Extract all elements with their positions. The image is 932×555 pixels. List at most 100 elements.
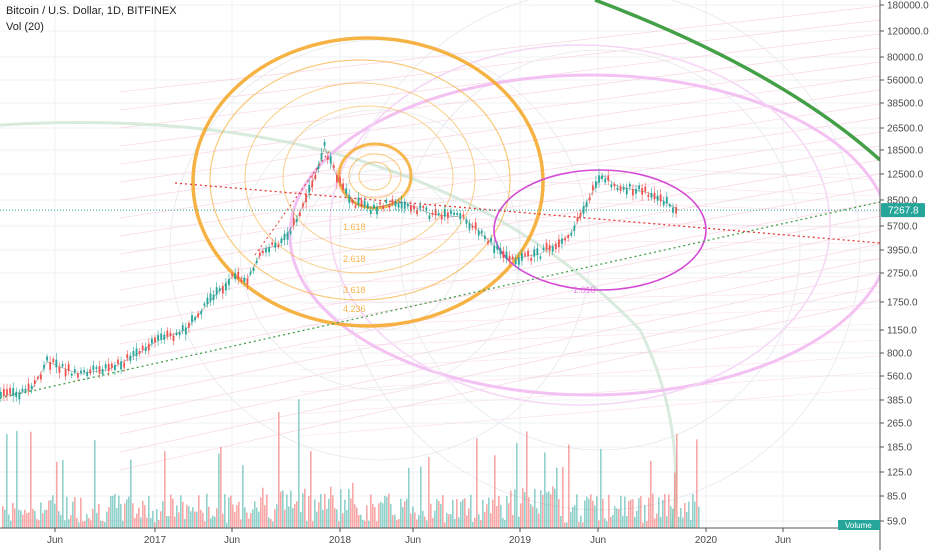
volume-bar xyxy=(72,501,74,528)
volume-bar xyxy=(150,518,152,528)
candle xyxy=(339,176,341,183)
candle xyxy=(308,185,311,193)
volume-bar xyxy=(392,515,394,528)
candle xyxy=(314,175,317,179)
candle xyxy=(252,267,255,271)
candle xyxy=(33,380,36,384)
volume-bar xyxy=(610,516,612,528)
price-tick-label: 185.0 xyxy=(887,443,912,454)
volume-bar xyxy=(660,516,662,528)
volume-bar xyxy=(600,448,602,528)
fan-line xyxy=(119,19,881,111)
volume-bar xyxy=(640,496,642,528)
candle xyxy=(598,175,600,183)
volume-bar xyxy=(662,500,664,528)
volume-bar xyxy=(308,495,310,528)
candle xyxy=(369,210,372,214)
volume-bar xyxy=(176,505,178,528)
candle xyxy=(172,335,175,341)
candle xyxy=(52,358,55,363)
volume-bar xyxy=(396,520,398,528)
candle xyxy=(595,181,597,188)
volume-bar xyxy=(298,399,300,528)
candle xyxy=(67,364,70,371)
volume-bar xyxy=(642,522,644,528)
volume-bar xyxy=(488,497,490,528)
volume-bar xyxy=(668,494,670,528)
volume-bar xyxy=(416,519,418,528)
volume-bar xyxy=(50,500,52,528)
faint-arc xyxy=(299,169,461,331)
candle xyxy=(101,369,104,375)
volume-bar xyxy=(560,515,562,528)
candle xyxy=(607,175,610,181)
current-price-tag xyxy=(881,203,925,218)
candle xyxy=(548,245,551,251)
volume-bar xyxy=(354,504,356,528)
volume-bar xyxy=(122,520,124,528)
price-tick-label: 5700.0 xyxy=(887,222,918,233)
volume-bar xyxy=(606,521,608,528)
volume-bar xyxy=(180,495,182,528)
candle xyxy=(675,207,677,214)
candle xyxy=(46,356,48,361)
volume-bar xyxy=(64,520,66,528)
green-arc xyxy=(594,0,882,162)
candle xyxy=(342,183,344,190)
volume-bar xyxy=(608,494,610,528)
volume-bar xyxy=(362,519,364,528)
volume-bar xyxy=(254,501,256,528)
candle xyxy=(635,188,637,194)
candle xyxy=(329,156,332,164)
volume-bar xyxy=(526,431,528,528)
candle xyxy=(443,209,446,217)
volume-bar xyxy=(6,434,8,528)
volume-bar xyxy=(258,511,260,528)
candle xyxy=(456,212,459,215)
volume-bar xyxy=(68,519,70,528)
volume-bar xyxy=(530,504,532,528)
volume-bar xyxy=(166,516,168,528)
volume-bar xyxy=(620,495,622,528)
candle xyxy=(36,376,39,379)
volume-bar xyxy=(330,486,332,528)
volume-bar xyxy=(104,522,106,528)
volume-bar xyxy=(678,516,680,528)
fan-line xyxy=(299,149,881,181)
volume-bar xyxy=(230,495,232,528)
candle xyxy=(669,204,671,207)
volume-bar xyxy=(66,496,68,528)
volume-bar xyxy=(10,520,12,528)
volume-bar xyxy=(142,500,144,528)
volume-bar xyxy=(328,498,330,528)
candle xyxy=(653,192,656,200)
volume-bar xyxy=(412,506,414,528)
candle xyxy=(200,310,203,315)
volume-bar xyxy=(698,506,700,528)
candle xyxy=(613,184,616,187)
candle xyxy=(169,332,172,336)
time-tick-label: Jun xyxy=(775,535,791,546)
candle xyxy=(533,249,536,257)
volume-bar xyxy=(4,509,6,528)
fib-circle-orange xyxy=(209,59,511,301)
candle xyxy=(231,273,233,276)
candle xyxy=(77,373,79,378)
volume-bar xyxy=(200,509,202,528)
price-tick-label: 59.0 xyxy=(887,517,907,528)
volume-bar xyxy=(694,501,696,528)
candle xyxy=(135,348,138,357)
candle xyxy=(567,234,570,239)
volume-bar xyxy=(562,466,564,528)
volume-bar xyxy=(130,459,132,528)
candle xyxy=(379,202,381,205)
candle xyxy=(274,242,277,248)
candle xyxy=(638,185,640,190)
candle xyxy=(206,297,209,305)
volume-bar xyxy=(74,496,76,528)
fan-line xyxy=(119,61,881,165)
volume-bar xyxy=(420,466,422,528)
candle xyxy=(320,153,323,160)
